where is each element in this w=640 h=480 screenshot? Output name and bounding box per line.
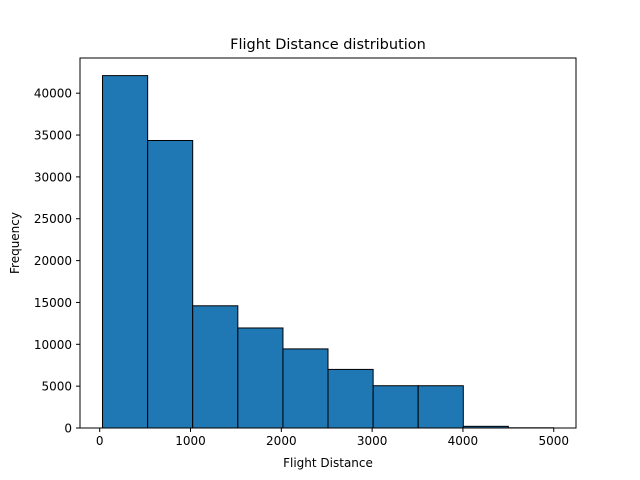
x-tick-label: 1000 bbox=[175, 434, 206, 448]
histogram-bar-8 bbox=[417, 385, 464, 429]
y-tick-label: 25000 bbox=[34, 212, 72, 226]
plot-frame bbox=[79, 57, 577, 429]
x-tick-label: 5000 bbox=[538, 434, 569, 448]
histogram-bar-7 bbox=[372, 385, 419, 429]
y-axis: 0 5000 10000 15000 20000 25000 30000 35000 40000 bbox=[34, 87, 80, 436]
x-tick-label: 0 bbox=[96, 434, 104, 448]
histogram-bar-5 bbox=[282, 348, 329, 429]
x-tick-label: 3000 bbox=[357, 434, 388, 448]
y-tick-label: 35000 bbox=[34, 129, 72, 143]
chart-title: Flight Distance distribution bbox=[230, 37, 426, 53]
x-axis: 0 1000 2000 3000 4000 5000 bbox=[96, 428, 569, 448]
y-tick-label: 30000 bbox=[34, 170, 72, 184]
histogram-bar-1 bbox=[102, 75, 149, 429]
histogram-bar-4 bbox=[237, 327, 284, 429]
y-tick-label: 40000 bbox=[34, 87, 72, 101]
x-tick-label: 4000 bbox=[448, 434, 479, 448]
y-tick-label: 15000 bbox=[34, 296, 72, 310]
histogram-bar-3 bbox=[192, 305, 239, 429]
y-axis-label: Frequency bbox=[8, 212, 22, 274]
histogram-bar-2 bbox=[147, 139, 194, 429]
histogram-bars bbox=[102, 75, 554, 429]
x-tick-label: 2000 bbox=[266, 434, 297, 448]
y-tick-label: 0 bbox=[64, 422, 72, 436]
y-tick-label: 10000 bbox=[34, 338, 72, 352]
y-tick-label: 20000 bbox=[34, 254, 72, 268]
x-axis-label: Flight Distance bbox=[283, 456, 373, 470]
histogram-bar-6 bbox=[327, 368, 374, 429]
y-tick-label: 5000 bbox=[41, 380, 72, 394]
